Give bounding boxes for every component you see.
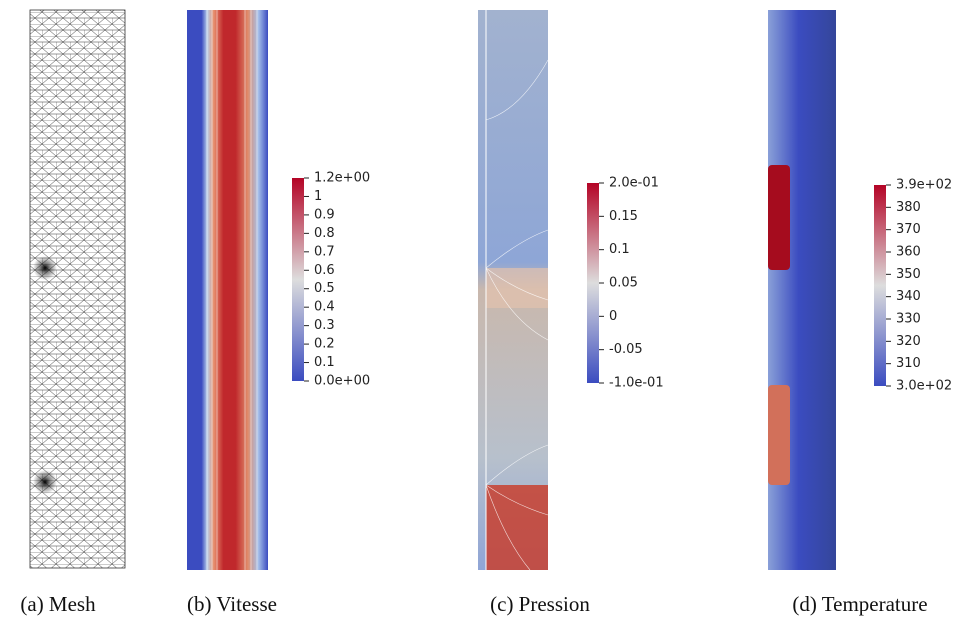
- caption: (c) Pression: [490, 592, 590, 616]
- contours: [206, 10, 258, 570]
- colorbar: [874, 185, 886, 386]
- colorbar-label: 3.0e+02: [896, 379, 952, 394]
- colorbar-label: 330: [896, 312, 921, 327]
- colorbar-label: 0.4: [314, 300, 335, 315]
- colorbar-label: -1.0e-01: [609, 376, 664, 391]
- colorbar-label: 0.9: [314, 207, 335, 222]
- colorbars: 1.2e+00 1 0.9 0.8 0.7 0.6 0.5 0.4 0.3 0.2 0.1 0.0e+…: [292, 171, 952, 394]
- colorbar-label: 0.0e+00: [314, 374, 370, 389]
- colorbar-label: 310: [896, 356, 921, 371]
- temperature-field: [768, 10, 836, 570]
- caption: (d) Temperature: [792, 592, 927, 616]
- colorbar-label: 320: [896, 334, 921, 349]
- colorbar-label: 380: [896, 200, 921, 215]
- colorbar-label: 1: [314, 189, 322, 204]
- colorbar: [587, 183, 599, 383]
- colorbar-label: 2.0e-01: [609, 176, 659, 191]
- colorbar-label: 340: [896, 289, 921, 304]
- warm-region: [768, 385, 790, 485]
- colorbar-label: -0.05: [609, 342, 643, 357]
- colorbar-label: 0: [609, 309, 617, 324]
- colorbar-label: 0.5: [314, 281, 335, 296]
- mesh-refinement: [33, 256, 57, 280]
- colorbar-label: 0.8: [314, 226, 335, 241]
- colorbar-label: 350: [896, 267, 921, 282]
- colorbar-label: 360: [896, 245, 921, 260]
- colorbar-label: 0.2: [314, 337, 335, 352]
- colorbar-label: 1.2e+00: [314, 171, 370, 186]
- caption: (b) Vitesse: [187, 592, 277, 616]
- colorbar-label: 0.05: [609, 276, 638, 291]
- colorbar-label: 0.6: [314, 263, 335, 278]
- colorbar-label: 0.7: [314, 244, 335, 259]
- colorbar-label: 0.15: [609, 209, 638, 224]
- captions: (a) Mesh (b) Vitesse (c) Pression (d) Tempe…: [20, 592, 927, 616]
- colorbar-label: 0.1: [609, 242, 630, 257]
- colorbar-label: 0.3: [314, 318, 335, 333]
- colorbar: [292, 178, 304, 381]
- pressure-region: [486, 268, 548, 308]
- colorbar-label: 0.1: [314, 355, 335, 370]
- colorbar-label: 370: [896, 222, 921, 237]
- mesh-refinement: [33, 470, 57, 494]
- hot-region: [768, 165, 790, 270]
- pressure-region: [486, 485, 548, 570]
- contours: [485, 59, 549, 571]
- caption: (a) Mesh: [20, 592, 96, 616]
- velocity-field: [187, 10, 268, 570]
- colorbar-label: 3.9e+02: [896, 178, 952, 193]
